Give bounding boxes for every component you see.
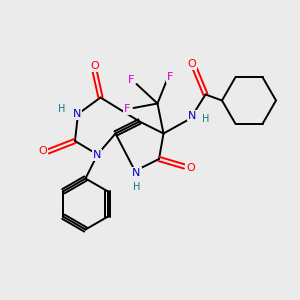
Text: F: F — [167, 72, 173, 82]
Text: N: N — [132, 167, 141, 178]
Text: O: O — [187, 59, 196, 70]
Text: O: O — [186, 163, 195, 173]
Text: N: N — [188, 110, 196, 121]
Text: H: H — [202, 114, 210, 124]
Text: H: H — [58, 104, 65, 115]
Text: H: H — [133, 182, 140, 193]
Text: O: O — [38, 146, 47, 157]
Text: O: O — [90, 61, 99, 71]
Text: F: F — [124, 104, 130, 115]
Text: N: N — [93, 150, 101, 160]
Text: F: F — [128, 75, 134, 85]
Text: N: N — [73, 109, 82, 119]
